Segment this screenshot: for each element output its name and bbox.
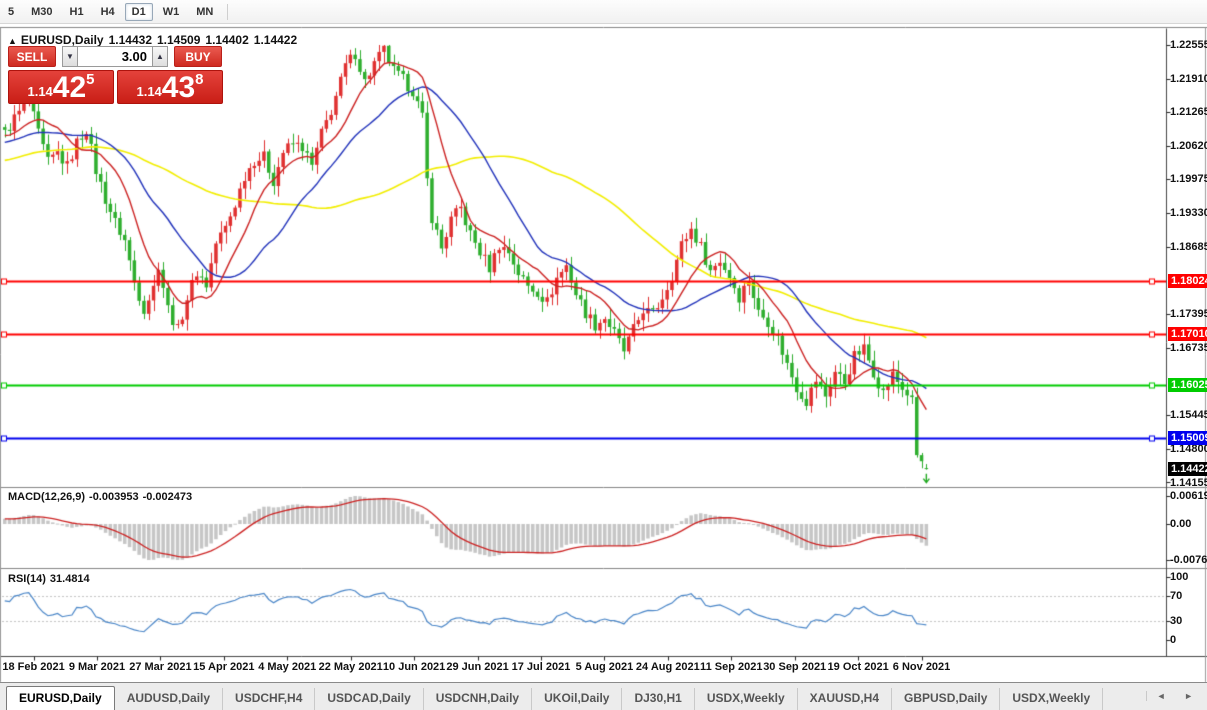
timeframe-button-h4[interactable]: H4	[100, 5, 115, 18]
sell-button[interactable]: SELL	[8, 46, 56, 67]
ohlc-close: 1.14422	[253, 33, 298, 47]
timeframe-toolbar: 5 M30 H1 H4 D1 W1 MN	[0, 0, 1207, 24]
buy-button[interactable]: BUY	[174, 46, 222, 67]
timeframe-button-d1[interactable]: D1	[124, 2, 153, 21]
chart-tab-audusd-daily-1[interactable]: AUDUSD,Daily	[115, 688, 224, 710]
chart-tab-gbpusd-daily-9[interactable]: GBPUSD,Daily	[892, 688, 1001, 710]
toolbar-separator	[227, 3, 229, 20]
ask-price-panel[interactable]: 1.14 43 8	[117, 70, 223, 104]
volume-input[interactable]	[78, 46, 152, 67]
macd-value-main: -0.003953	[89, 491, 139, 503]
bid-price-pip: 5	[86, 71, 95, 88]
bid-price-main: 42	[52, 71, 87, 104]
chart-tab-ukoil-daily-5[interactable]: UKOil,Daily	[532, 688, 623, 710]
bid-price-prefix: 1.14	[27, 84, 53, 99]
collapse-triangle-icon[interactable]: ▲	[8, 36, 17, 46]
volume-increase-icon[interactable]: ▲	[152, 46, 168, 67]
rsi-title: RSI(14)	[8, 573, 46, 585]
macd-title: MACD(12,26,9)	[8, 491, 86, 503]
timeframe-button-5[interactable]: 5	[8, 5, 15, 18]
timeframe-button-w1[interactable]: W1	[162, 5, 180, 18]
macd-value-signal: -0.002473	[142, 491, 193, 503]
ohlc-high: 1.14509	[157, 33, 201, 47]
chart-tab-usdx-weekly-10[interactable]: USDX,Weekly	[1000, 688, 1104, 710]
volume-decrease-icon[interactable]: ▼	[62, 46, 78, 67]
chart-tab-usdcad-daily-3[interactable]: USDCAD,Daily	[315, 688, 424, 710]
chart-tabs-bar: EURUSD,Daily AUDUSD,Daily USDCHF,H4 USDCAD,…	[0, 682, 1207, 710]
chart-tab-eurusd-daily-0[interactable]: EURUSD,Daily	[6, 686, 115, 710]
chart-symbol-label: EURUSD,Daily	[20, 33, 104, 47]
timeframe-button-mn[interactable]: MN	[196, 5, 214, 18]
chart-tab-xauusd-h4-8[interactable]: XAUUSD,H4	[798, 688, 893, 710]
chart-title: ▲ EURUSD,Daily 1.14432 1.14509 1.14402 1.1442…	[8, 33, 302, 47]
timeframe-button-m30[interactable]: M30	[31, 5, 53, 18]
rsi-value: 31.4814	[49, 573, 90, 585]
timeframe-button-h1[interactable]: H1	[69, 5, 84, 18]
ohlc-open: 1.14432	[108, 33, 152, 47]
ohlc-low: 1.14402	[205, 33, 249, 47]
ask-price-prefix: 1.14	[136, 84, 162, 99]
one-click-trading-widget: SELL ▼ ▲ BUY 1.14 42 5 1.14 43 8	[8, 46, 223, 104]
chart-tab-dj30-h1-6[interactable]: DJ30,H1	[622, 688, 695, 710]
chart-tab-usdx-weekly-7[interactable]: USDX,Weekly	[695, 688, 798, 710]
macd-indicator-label: MACD(12,26,9) -0.003953 -0.002473	[8, 491, 196, 503]
ask-price-pip: 8	[195, 71, 204, 88]
ask-price-main: 43	[161, 71, 196, 104]
bid-price-panel[interactable]: 1.14 42 5	[8, 70, 114, 104]
tab-scroll-arrows[interactable]: ◄ ►	[1145, 691, 1201, 701]
volume-stepper: ▼ ▲	[62, 46, 168, 67]
chart-tab-usdcnh-daily-4[interactable]: USDCNH,Daily	[424, 688, 533, 710]
rsi-indicator-label: RSI(14) 31.4814	[8, 573, 94, 585]
chart-tab-usdchf-h4-2[interactable]: USDCHF,H4	[223, 688, 316, 710]
